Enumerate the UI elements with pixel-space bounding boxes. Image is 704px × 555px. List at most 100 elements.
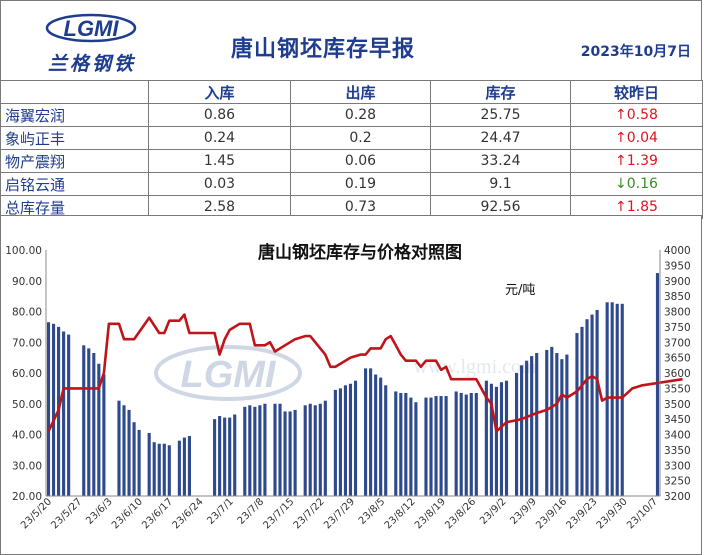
inventory-bar xyxy=(364,368,368,496)
inventory-bar xyxy=(590,314,594,496)
inventory-bar xyxy=(414,402,418,496)
inventory-price-chart: 唐山钢坯库存与价格对照图 元/吨 LGMI www.lgmi.com 20.00… xyxy=(0,215,702,555)
inventory-bar xyxy=(525,360,529,496)
y-left-tick-label: 30.00 xyxy=(12,460,42,472)
row-name: 海翼宏润 xyxy=(0,103,149,127)
table-row: 启铭云通 0.03 0.19 9.1 ↓0.16 xyxy=(0,172,703,196)
logo-mark-text: LGMI xyxy=(64,16,120,41)
y-right-tick-label: 3800 xyxy=(664,307,691,319)
inventory-bar xyxy=(399,392,403,496)
y-right-tick-label: 3850 xyxy=(664,291,691,303)
inventory-bar xyxy=(464,394,468,496)
y-right-tick-label: 3500 xyxy=(664,399,691,411)
inventory-bar xyxy=(313,405,317,496)
inventory-bar xyxy=(248,405,252,496)
price-line xyxy=(47,313,683,433)
y-left-tick-label: 70.00 xyxy=(12,337,42,349)
table-row: 象屿正丰 0.24 0.2 24.47 ↑0.04 xyxy=(0,126,703,150)
row-change: ↑0.04 xyxy=(570,126,703,150)
y-left-tick-label: 80.00 xyxy=(12,307,42,319)
table-row: 海翼宏润 0.86 0.28 25.75 ↑0.58 xyxy=(0,103,703,127)
y-left-tick-label: 100.00 xyxy=(5,245,42,257)
inventory-bar xyxy=(560,359,564,496)
report-header: LGMI 兰格钢铁 唐山钢坯库存早报 2023年10月7日 xyxy=(0,0,702,80)
company-logo: LGMI 兰格钢铁 xyxy=(37,11,147,75)
inventory-bar xyxy=(434,396,438,496)
row-name: 物产震翔 xyxy=(0,149,149,173)
inventory-bar xyxy=(162,443,166,496)
inventory-table: 入库 出库 库存 较昨日 海翼宏润 0.86 0.28 25.75 ↑0.58 … xyxy=(0,80,703,219)
inventory-bar xyxy=(348,383,353,496)
table-row: 物产震翔 1.45 0.06 33.24 ↑1.39 xyxy=(0,149,703,173)
inventory-bar xyxy=(182,437,186,496)
row-name: 象屿正丰 xyxy=(0,126,149,150)
inventory-bar xyxy=(469,392,473,496)
inventory-bar xyxy=(273,403,277,496)
inventory-bar xyxy=(404,392,408,496)
row-in: 1.45 xyxy=(148,149,291,173)
inventory-bar xyxy=(132,422,136,496)
column-header-change: 较昨日 xyxy=(570,80,703,104)
watermark: LGMI www.lgmi.com xyxy=(154,345,537,401)
inventory-bar xyxy=(253,406,257,496)
y-right-tick-label: 3400 xyxy=(664,430,691,442)
row-out: 0.06 xyxy=(290,149,431,173)
inventory-bar xyxy=(409,397,413,496)
row-stock: 33.24 xyxy=(430,149,571,173)
row-in: 0.86 xyxy=(148,103,291,127)
inventory-bar xyxy=(293,409,297,496)
y-right-tick-label: 3700 xyxy=(664,337,691,349)
inventory-bar xyxy=(484,380,488,496)
inventory-bar xyxy=(429,397,433,496)
y-left-tick-label: 20.00 xyxy=(12,491,42,503)
y-right-tick-label: 3550 xyxy=(664,383,691,395)
inventory-bar xyxy=(655,273,660,496)
inventory-bar xyxy=(610,302,614,496)
inventory-bar xyxy=(384,385,388,496)
inventory-bar xyxy=(127,409,131,496)
inventory-bar xyxy=(303,405,307,496)
inventory-bar xyxy=(102,374,106,496)
watermark-text: LGMI xyxy=(181,354,277,396)
inventory-bar xyxy=(218,416,222,496)
inventory-bar xyxy=(474,392,478,496)
y-right-tick-label: 4000 xyxy=(664,245,691,257)
inventory-bar xyxy=(51,323,56,496)
inventory-bar xyxy=(369,368,373,496)
inventory-bar xyxy=(338,388,342,497)
page-title: 唐山钢坯库存早报 xyxy=(231,37,416,62)
inventory-bar xyxy=(343,385,348,496)
inventory-bar xyxy=(520,365,524,496)
row-change: ↑0.58 xyxy=(570,103,703,127)
column-header-in: 入库 xyxy=(148,80,291,104)
row-out: 0.19 xyxy=(290,172,431,196)
inventory-bar xyxy=(82,345,86,496)
y-left-tick-label: 90.00 xyxy=(12,276,42,288)
inventory-bar xyxy=(137,429,141,496)
row-stock: 25.75 xyxy=(430,103,571,127)
inventory-bar xyxy=(283,411,287,496)
inventory-bar xyxy=(595,309,599,496)
price-unit-label: 元/吨 xyxy=(505,283,535,298)
inventory-bar xyxy=(87,348,91,496)
inventory-bar xyxy=(278,403,282,496)
inventory-bar xyxy=(379,377,383,496)
inventory-bar xyxy=(46,322,51,496)
report-date: 2023年10月7日 xyxy=(580,44,691,60)
inventory-bar xyxy=(308,403,312,496)
inventory-bar xyxy=(152,442,156,496)
inventory-bar xyxy=(233,414,237,496)
row-change: ↓0.16 xyxy=(570,172,703,196)
inventory-bar xyxy=(263,403,267,496)
inventory-bar xyxy=(67,334,71,496)
y-right-tick-label: 3950 xyxy=(664,260,691,272)
row-stock: 9.1 xyxy=(430,172,571,196)
y-right-tick-label: 3300 xyxy=(664,460,691,472)
inventory-bar xyxy=(323,400,327,496)
inventory-bar xyxy=(177,440,181,496)
y-right-tick-label: 3600 xyxy=(664,368,691,380)
inventory-bar xyxy=(439,396,443,496)
row-in: 0.24 xyxy=(148,126,291,150)
inventory-bar xyxy=(504,380,509,496)
y-left-tick-label: 40.00 xyxy=(12,430,42,442)
